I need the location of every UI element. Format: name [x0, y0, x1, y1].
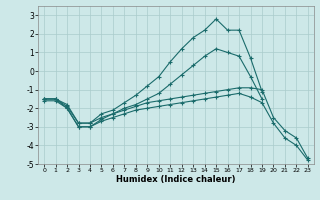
X-axis label: Humidex (Indice chaleur): Humidex (Indice chaleur): [116, 175, 236, 184]
